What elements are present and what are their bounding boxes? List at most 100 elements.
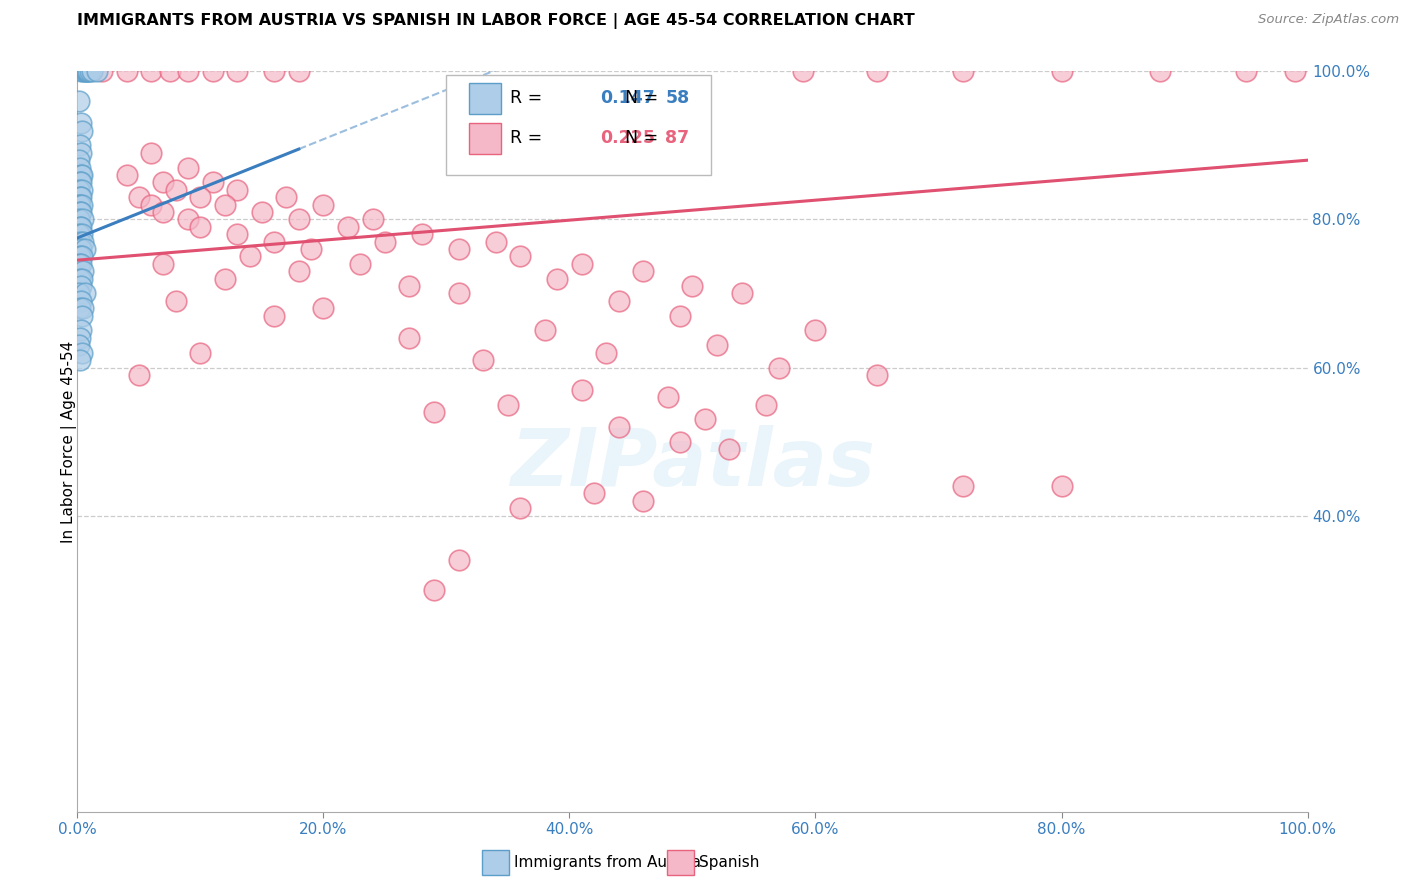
Point bbox=[276, 190, 298, 204]
Point bbox=[288, 212, 311, 227]
Text: Source: ZipAtlas.com: Source: ZipAtlas.com bbox=[1258, 13, 1399, 27]
Point bbox=[115, 64, 138, 78]
Point bbox=[226, 183, 249, 197]
Point bbox=[731, 286, 754, 301]
Point bbox=[1149, 64, 1171, 78]
Point bbox=[337, 219, 360, 234]
Point bbox=[72, 235, 94, 249]
Point bbox=[67, 94, 90, 108]
FancyBboxPatch shape bbox=[468, 123, 501, 153]
Point bbox=[201, 64, 224, 78]
Point bbox=[706, 338, 728, 352]
Point bbox=[69, 190, 91, 204]
Point bbox=[693, 412, 716, 426]
Y-axis label: In Labor Force | Age 45-54: In Labor Force | Age 45-54 bbox=[60, 341, 77, 542]
Point bbox=[509, 501, 531, 516]
FancyBboxPatch shape bbox=[447, 75, 711, 175]
Point bbox=[67, 212, 90, 227]
Point bbox=[398, 279, 420, 293]
Point bbox=[76, 64, 98, 78]
Point bbox=[669, 434, 692, 449]
Text: Spanish: Spanish bbox=[699, 855, 759, 871]
Point bbox=[70, 250, 93, 264]
Point bbox=[201, 175, 224, 190]
Point bbox=[70, 227, 93, 242]
FancyBboxPatch shape bbox=[468, 83, 501, 114]
Point bbox=[263, 309, 285, 323]
Point bbox=[165, 183, 187, 197]
Point bbox=[349, 257, 371, 271]
Point bbox=[69, 331, 91, 345]
Point bbox=[534, 324, 557, 338]
FancyBboxPatch shape bbox=[666, 850, 693, 875]
Point bbox=[141, 197, 163, 211]
Point bbox=[152, 205, 174, 219]
Point bbox=[69, 175, 91, 190]
Text: Immigrants from Austria: Immigrants from Austria bbox=[515, 855, 702, 871]
Point bbox=[1050, 479, 1073, 493]
Point bbox=[67, 183, 90, 197]
Point bbox=[1050, 64, 1073, 78]
Point bbox=[70, 116, 93, 130]
Point bbox=[423, 405, 446, 419]
Text: 0.225: 0.225 bbox=[600, 129, 655, 147]
Point bbox=[411, 227, 433, 242]
Point bbox=[67, 257, 90, 271]
Point bbox=[152, 257, 174, 271]
Point bbox=[69, 138, 91, 153]
Point bbox=[755, 397, 778, 411]
Point bbox=[177, 212, 200, 227]
Text: 87: 87 bbox=[665, 129, 689, 147]
Point bbox=[866, 64, 889, 78]
Point bbox=[70, 257, 93, 271]
Point bbox=[226, 227, 249, 242]
Point bbox=[263, 64, 285, 78]
Point bbox=[70, 190, 93, 204]
Point bbox=[312, 197, 335, 211]
Point bbox=[75, 64, 97, 78]
Text: ZIPatlas: ZIPatlas bbox=[510, 425, 875, 503]
Point bbox=[70, 64, 93, 78]
Point bbox=[67, 197, 90, 211]
Point bbox=[141, 145, 163, 160]
Point bbox=[509, 250, 531, 264]
Point bbox=[214, 271, 236, 285]
Point bbox=[1284, 64, 1306, 78]
Point bbox=[69, 250, 91, 264]
Text: R =: R = bbox=[510, 89, 548, 107]
Point bbox=[165, 293, 187, 308]
Point bbox=[79, 64, 101, 78]
Point bbox=[239, 250, 262, 264]
Point bbox=[804, 324, 827, 338]
Point bbox=[69, 353, 91, 368]
Point bbox=[952, 64, 974, 78]
Point bbox=[190, 190, 212, 204]
Point bbox=[177, 161, 200, 175]
Point bbox=[70, 168, 93, 182]
Text: N =: N = bbox=[624, 89, 664, 107]
Point bbox=[69, 205, 91, 219]
Point bbox=[70, 279, 93, 293]
Point bbox=[447, 553, 470, 567]
Point bbox=[866, 368, 889, 382]
Point bbox=[70, 123, 93, 137]
Point bbox=[90, 64, 114, 78]
Point bbox=[485, 235, 508, 249]
Point bbox=[571, 383, 593, 397]
Point bbox=[70, 293, 93, 308]
Point bbox=[633, 264, 655, 278]
Point bbox=[250, 205, 273, 219]
Point bbox=[70, 205, 93, 219]
Point bbox=[595, 345, 617, 359]
Text: N =: N = bbox=[624, 129, 664, 147]
Point bbox=[70, 183, 93, 197]
Point bbox=[70, 219, 93, 234]
Point bbox=[70, 324, 93, 338]
Point bbox=[546, 271, 568, 285]
Point bbox=[190, 345, 212, 359]
Point bbox=[423, 582, 446, 597]
Point bbox=[73, 286, 96, 301]
Point bbox=[583, 486, 606, 500]
Text: R =: R = bbox=[510, 129, 548, 147]
Point bbox=[312, 301, 335, 316]
